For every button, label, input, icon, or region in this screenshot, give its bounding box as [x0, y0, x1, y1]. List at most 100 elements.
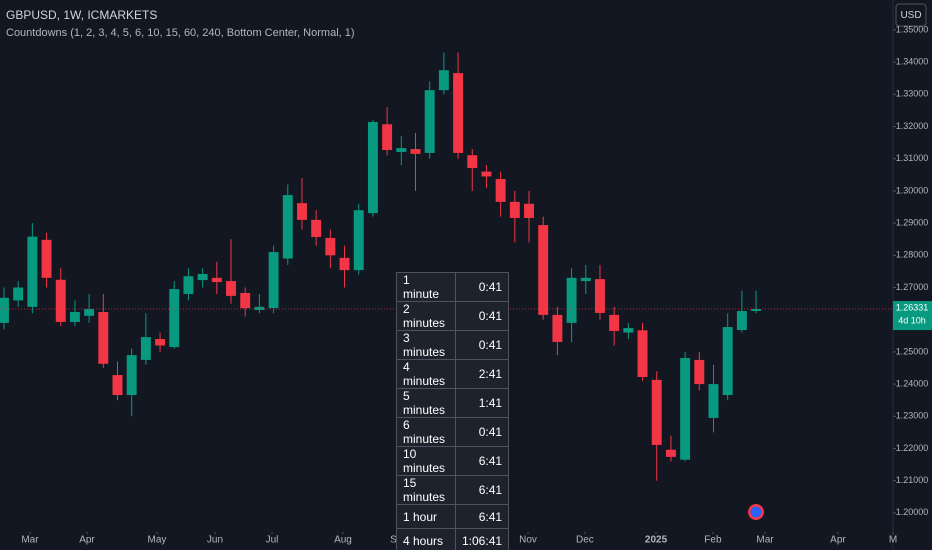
currency-label[interactable]: USD [900, 10, 921, 21]
candle-body [27, 236, 38, 307]
candle-body [197, 273, 208, 281]
candle-body [325, 237, 336, 256]
y-tick-label: 1.22000 [896, 443, 929, 453]
candle-body [254, 306, 265, 311]
y-tick-label: 1.20000 [896, 507, 929, 517]
y-tick-label: 1.34000 [896, 57, 929, 67]
candle-body [623, 328, 634, 333]
y-tick-label: 1.21000 [896, 475, 929, 485]
candle-body [722, 327, 733, 396]
timeframe-label: 4 minutes [396, 359, 456, 389]
x-tick-label: Jun [207, 535, 223, 546]
x-tick-label: Mar [21, 535, 39, 546]
candle-body [736, 311, 747, 330]
countdown-value: 1:06:41 [454, 528, 510, 550]
chart-title: GBPUSD, 1W, ICMARKETS [6, 8, 157, 22]
candle-body [396, 148, 407, 152]
y-tick-label: 1.27000 [896, 282, 929, 292]
candle-body [552, 314, 563, 342]
timeframe-label: 15 minutes [396, 475, 456, 505]
x-tick-label: May [147, 535, 166, 546]
candle-body [155, 339, 166, 346]
bar-countdown: 4d 10h [898, 315, 926, 325]
y-tick-label: 1.24000 [896, 378, 929, 388]
countdown-value: 1:41 [454, 388, 510, 418]
candle-body [524, 203, 534, 218]
plot: 1.20000 1.21000 1.22000 1.23000 1.24000 1.250… [0, 24, 932, 546]
y-tick-label: 1.30000 [896, 185, 929, 195]
candle-body [297, 203, 307, 220]
y-tick-label: 1.32000 [896, 121, 929, 131]
timeframe-label: 1 minute [396, 272, 456, 302]
x-tick-label: M [889, 535, 897, 546]
table-row: 15 minutes 6:41 [396, 475, 510, 505]
candle-body [694, 359, 705, 385]
x-tick-label: Apr [79, 535, 95, 546]
y-tick-label: 1.29000 [896, 217, 929, 227]
candle-body [55, 279, 66, 322]
candle-body [595, 279, 605, 313]
candle-body [481, 171, 492, 177]
candle-body [98, 311, 109, 364]
y-tick-label: 1.28000 [896, 250, 929, 260]
countdown-table: 1 minute 0:41 2 minutes 0:41 3 minutes 0:41 4 … [396, 272, 510, 550]
timeframe-label: 6 minutes [396, 417, 456, 447]
y-tick-label: 1.31000 [896, 153, 929, 163]
currency-button[interactable] [895, 3, 927, 27]
timeframe-label: 10 minutes [396, 446, 456, 476]
candle-body [183, 276, 194, 294]
x-tick-label: Aug [334, 535, 352, 546]
countdown-value: 6:41 [454, 446, 510, 476]
candle-body [566, 277, 577, 323]
countdown-value: 0:41 [454, 330, 510, 360]
table-row: 4 hours 1:06:41 [396, 528, 510, 550]
y-tick-label: 1.23000 [896, 411, 929, 421]
candle-body [495, 179, 506, 202]
timeframe-label: 2 minutes [396, 301, 456, 331]
candle-body [0, 297, 9, 323]
candle-body [580, 277, 591, 282]
candle-body [126, 355, 137, 396]
countdown-value: 6:41 [454, 503, 510, 530]
candle-body [169, 289, 180, 348]
candle-body [311, 219, 322, 237]
y-tick-label: 1.33000 [896, 89, 929, 99]
candle-body [708, 384, 719, 418]
candle-body [751, 309, 762, 312]
y-tick-label: 1.35000 [896, 24, 929, 34]
x-tick-label: 2025 [645, 535, 668, 546]
candle-body [609, 314, 620, 331]
candle-body [382, 124, 393, 151]
x-tick-label: Feb [704, 535, 722, 546]
table-row: 2 minutes 0:41 [396, 301, 510, 331]
candle-body [339, 257, 350, 271]
timeframe-label: 3 minutes [396, 330, 456, 360]
candle-body [140, 337, 151, 360]
table-row: 10 minutes 6:41 [396, 446, 510, 476]
candle-body [84, 309, 95, 316]
candle-body [538, 225, 549, 315]
table-row: 6 minutes 0:41 [396, 417, 510, 447]
table-row: 3 minutes 0:41 [396, 330, 510, 360]
table-row: 5 minutes 1:41 [396, 388, 510, 418]
countdown-value: 0:41 [454, 272, 510, 302]
candle-body [353, 210, 364, 271]
candle-body [211, 277, 222, 283]
candle-body [367, 122, 378, 214]
candle-body [13, 287, 24, 301]
candle-body [509, 201, 520, 218]
event-flag[interactable] [748, 504, 764, 520]
candle-body [69, 311, 80, 322]
candle-body [41, 239, 52, 278]
flag-icon[interactable] [750, 506, 762, 518]
indicator-label: Countdowns (1, 2, 3, 4, 5, 6, 10, 15, 60… [6, 27, 355, 39]
x-tick-label: Apr [830, 535, 846, 546]
y-tick-label: 1.25000 [896, 346, 929, 356]
candle-body [424, 90, 435, 153]
countdown-value: 6:41 [454, 475, 510, 505]
table-row: 4 minutes 2:41 [396, 359, 510, 389]
candle-body [680, 358, 691, 460]
candle-body [467, 155, 478, 169]
candle-body [112, 375, 123, 396]
